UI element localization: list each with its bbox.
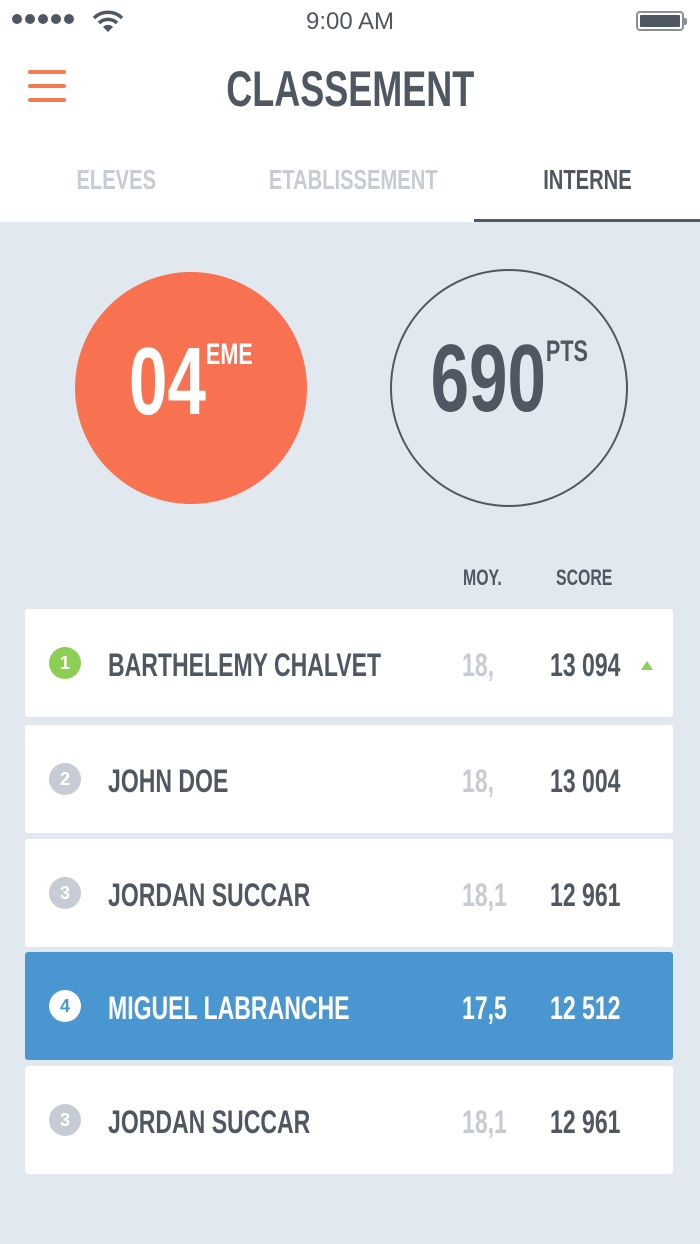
average: 17,5 bbox=[462, 990, 507, 1026]
rank-badge: 1 bbox=[49, 647, 81, 679]
wifi-icon bbox=[92, 10, 124, 32]
ranking-row[interactable]: 1 BARTHELEMY CHALVET 18, 13 094 bbox=[25, 609, 673, 717]
ranking-row[interactable]: 3 JORDAN SUCCAR 18,1 12 961 bbox=[25, 1066, 673, 1174]
page-title: CLASSEMENT bbox=[225, 61, 475, 117]
student-name: JORDAN SUCCAR bbox=[108, 1104, 311, 1140]
score: 12 961 bbox=[550, 1104, 621, 1140]
student-name: JORDAN SUCCAR bbox=[108, 877, 311, 913]
student-name: BARTHELEMY CHALVET bbox=[108, 647, 382, 683]
column-header-moy: MOY. bbox=[463, 565, 502, 590]
score: 12 512 bbox=[550, 990, 621, 1026]
signal-icon bbox=[12, 14, 74, 24]
hamburger-menu-button[interactable] bbox=[28, 70, 66, 104]
rank-badge: 4 bbox=[49, 990, 81, 1022]
trend-up-icon bbox=[641, 661, 653, 670]
battery-icon bbox=[636, 11, 687, 31]
tab-etablissement[interactable]: ETABLISSEMENT bbox=[269, 164, 438, 195]
rank-badge: 2 bbox=[49, 763, 81, 795]
points-suffix: PTS bbox=[545, 335, 588, 368]
header-area bbox=[0, 0, 700, 222]
tab-interne[interactable]: INTERNE bbox=[474, 164, 700, 222]
column-header-score: SCORE bbox=[556, 565, 613, 590]
score: 13 004 bbox=[550, 763, 621, 799]
status-time: 9:00 AM bbox=[305, 8, 395, 35]
average: 18,1 bbox=[462, 1104, 507, 1140]
points-value: 690 bbox=[430, 325, 546, 432]
average: 18, bbox=[462, 763, 495, 799]
tab-eleves[interactable]: ELEVES bbox=[76, 164, 157, 195]
rank-suffix: EME bbox=[206, 338, 253, 371]
rank-badge: 3 bbox=[49, 1104, 81, 1136]
average: 18,1 bbox=[462, 877, 507, 913]
ranking-row[interactable]: 3 JORDAN SUCCAR 18,1 12 961 bbox=[25, 839, 673, 947]
rank-circle: 04EME bbox=[75, 272, 307, 504]
student-name: MIGUEL LABRANCHE bbox=[108, 990, 350, 1026]
score: 12 961 bbox=[550, 877, 621, 913]
student-name: JOHN DOE bbox=[108, 763, 229, 799]
points-circle: 690PTS bbox=[390, 269, 628, 507]
average: 18, bbox=[462, 647, 495, 683]
score: 13 094 bbox=[550, 647, 621, 683]
rank-value: 04 bbox=[129, 328, 207, 435]
ranking-row[interactable]: 2 JOHN DOE 18, 13 004 bbox=[25, 725, 673, 833]
ranking-row-current-user[interactable]: 4 MIGUEL LABRANCHE 17,5 12 512 bbox=[25, 952, 673, 1060]
rank-badge: 3 bbox=[49, 877, 81, 909]
